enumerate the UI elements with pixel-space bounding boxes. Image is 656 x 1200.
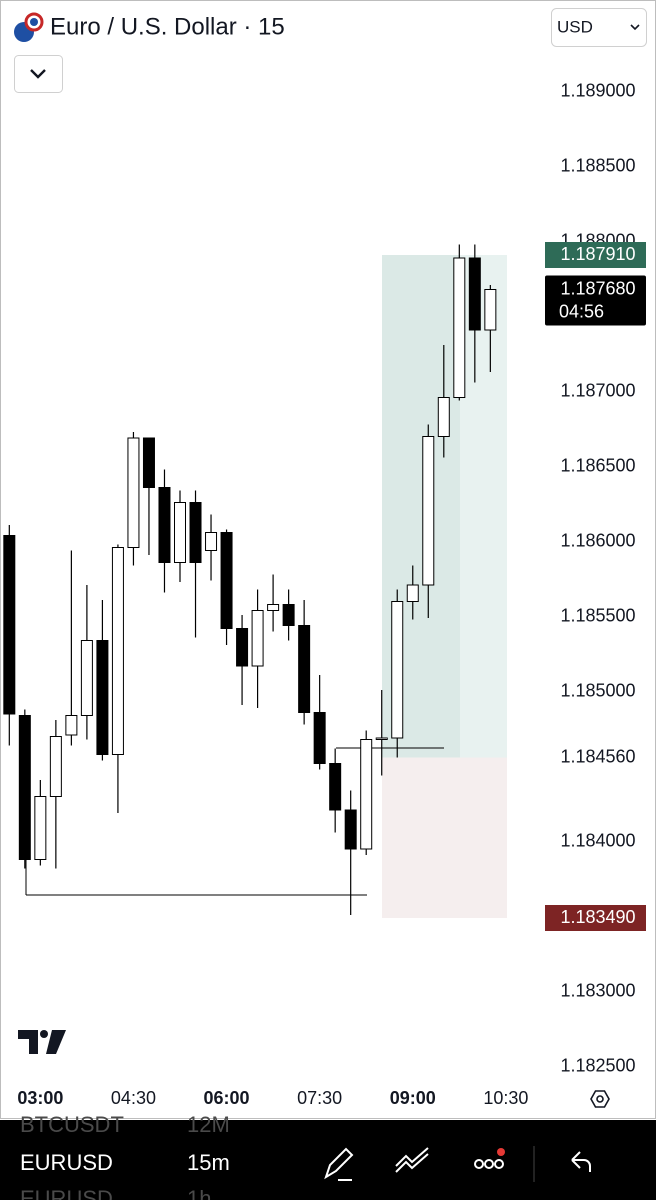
x-tick-label: 06:00 — [204, 1088, 250, 1108]
candle-body — [422, 436, 435, 586]
candle-body — [298, 625, 311, 713]
currency-chevron — [630, 24, 640, 31]
line-tool[interactable] — [395, 1147, 429, 1173]
price-axis: 1.1890001.1885001.1880001.1870001.186500… — [545, 80, 646, 1075]
chart-title: Euro / U.S. Dollar · 15 — [50, 13, 285, 40]
candle-body — [18, 715, 31, 860]
position-layer — [382, 255, 507, 918]
candle-body — [267, 604, 280, 611]
symbol-active[interactable]: EURUSD — [20, 1150, 113, 1175]
candle-body — [111, 547, 124, 755]
target-tag — [545, 242, 646, 268]
candle-body — [127, 437, 140, 548]
candle-body — [34, 796, 47, 860]
candles — [3, 244, 497, 915]
y-tick-label: 1.184000 — [560, 830, 635, 850]
symbol-icon — [14, 12, 44, 42]
candle-body — [406, 584, 419, 602]
x-tick-label: 10:30 — [483, 1088, 528, 1108]
chart-frame — [0, 0, 656, 1119]
candle-body — [437, 397, 450, 437]
candle-body — [468, 257, 481, 331]
stop-label: 1.183490 — [560, 907, 635, 927]
interval-active[interactable]: 15m — [187, 1150, 230, 1175]
candle-body — [189, 502, 202, 563]
candle-body — [329, 763, 342, 811]
candle-body — [360, 739, 373, 850]
candle-body — [220, 532, 233, 629]
more-button[interactable] — [474, 1148, 505, 1169]
y-tick-label: 1.187000 — [560, 380, 635, 400]
currency-select[interactable] — [551, 8, 647, 47]
candle-body — [142, 437, 155, 488]
candle-body — [80, 640, 93, 716]
candle-body — [391, 601, 404, 739]
settings-button[interactable] — [590, 1090, 610, 1108]
x-tick-label: 09:00 — [390, 1088, 436, 1108]
entry-label: 1.184560 — [560, 746, 635, 766]
y-tick-label: 1.185000 — [560, 680, 635, 700]
candle-body — [174, 502, 186, 563]
collapse-chevron — [30, 69, 46, 79]
time-axis: 03:00 04:30 06:00 07:30 09:00 10:30 — [17, 1088, 528, 1108]
candle-body — [453, 257, 466, 398]
candle-body — [282, 604, 295, 626]
target-label: 1.187910 — [560, 244, 635, 264]
y-tick-label: 1.186500 — [560, 455, 635, 475]
tradingview-logo — [18, 1030, 66, 1054]
countdown: 04:56 — [559, 301, 604, 321]
interval-faded[interactable]: 1h — [187, 1186, 211, 1200]
current-price-tag — [545, 275, 646, 326]
y-tick-label: 1.183000 — [560, 980, 635, 1000]
candle-body — [158, 487, 171, 563]
y-tick-label: 1.185500 — [560, 605, 635, 625]
x-tick-label: 07:30 — [297, 1088, 342, 1108]
current-price-label: 1.187680 — [560, 278, 635, 298]
y-tick-label: 1.188500 — [560, 155, 635, 175]
y-tick-label: 1.182500 — [560, 1055, 635, 1075]
x-tick-label: 03:00 — [17, 1088, 63, 1108]
candle-body — [3, 535, 16, 715]
candle-body — [205, 532, 218, 551]
candle-body — [96, 640, 109, 755]
candle-body — [251, 610, 264, 667]
symbol-faded[interactable]: BTCUSDT — [20, 1112, 124, 1137]
undo-button[interactable] — [571, 1151, 591, 1172]
candle-body — [484, 289, 497, 331]
bottom-bar — [0, 1120, 656, 1200]
candle-body — [236, 628, 249, 667]
candle-body — [49, 736, 62, 797]
entry-tag — [545, 746, 646, 769]
symbol-faded[interactable]: EURUSD — [20, 1186, 113, 1200]
candle-body — [65, 715, 78, 736]
y-tick-label: 1.189000 — [560, 80, 635, 100]
stop-tag — [545, 905, 646, 931]
y-tick-label: 1.186000 — [560, 530, 635, 550]
loss-zone — [382, 757, 507, 918]
candle-body — [375, 737, 388, 740]
x-tick-label: 04:30 — [111, 1088, 156, 1108]
interval-faded[interactable]: 12M — [187, 1112, 230, 1137]
candle-body — [313, 712, 326, 764]
collapse-button[interactable] — [14, 55, 63, 93]
candle-body — [344, 809, 357, 850]
draw-tool[interactable] — [324, 1147, 354, 1181]
currency-label: USD — [557, 17, 593, 36]
